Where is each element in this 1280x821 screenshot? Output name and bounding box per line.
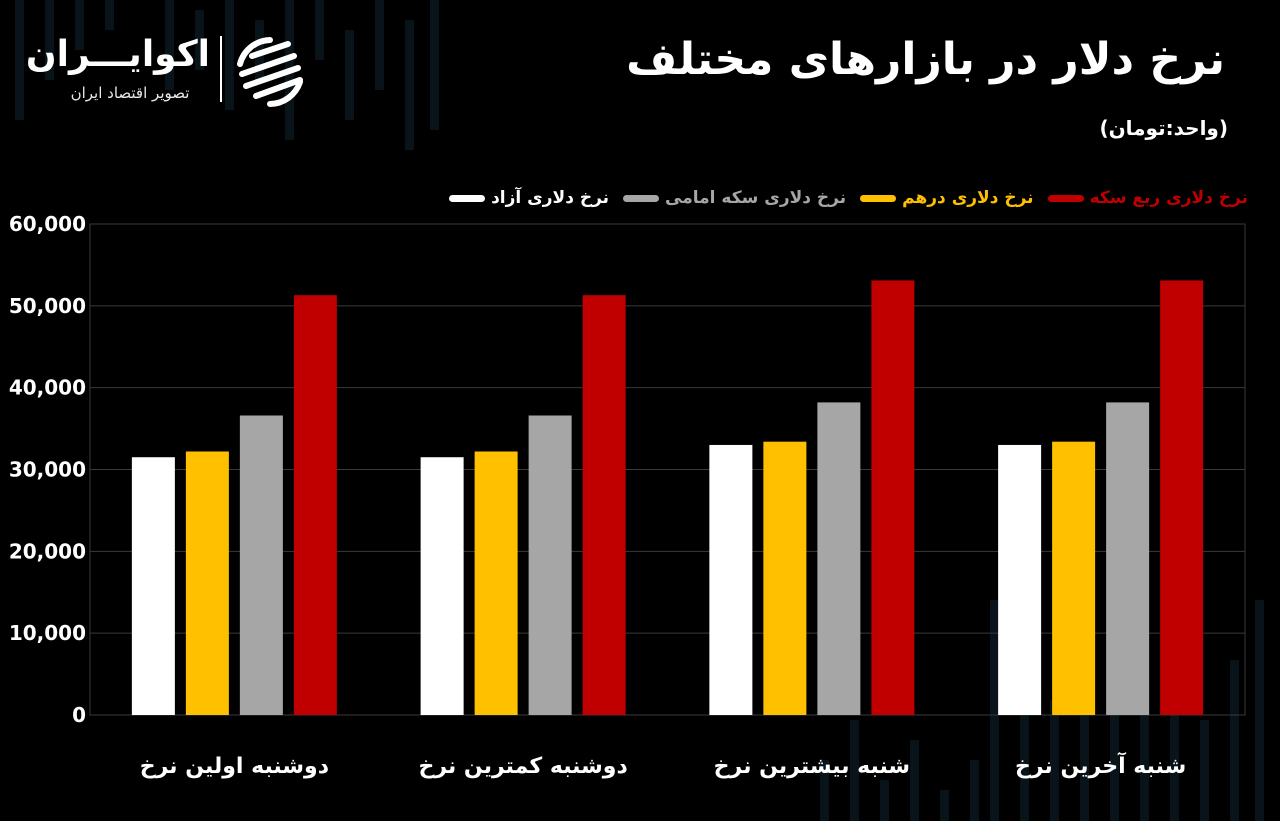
background-stroke <box>405 20 414 150</box>
background-stroke <box>195 10 204 70</box>
background-stroke <box>850 720 859 821</box>
bar <box>998 444 1042 715</box>
ecoiran-logo-icon <box>237 37 303 107</box>
chart-title: نرخ دلار در بازارهای مختلف <box>626 34 1225 85</box>
bar <box>239 415 283 715</box>
legend-label-rob-seke: نرخ دلاری ربع سکه <box>1089 188 1248 208</box>
bar <box>817 402 861 715</box>
y-tick-label: 0 <box>72 703 86 727</box>
bar <box>763 441 807 715</box>
bar <box>1160 280 1204 715</box>
legend-swatch-derham <box>860 194 897 202</box>
y-tick-label: 30,000 <box>9 458 86 482</box>
background-stroke <box>225 0 234 110</box>
x-category-label: شنبه آخرین نرخ <box>1015 751 1186 779</box>
bar <box>582 295 626 715</box>
legend-swatch-seke-emami <box>623 194 660 202</box>
background-stroke <box>1230 660 1239 821</box>
legend-swatch-azad <box>449 194 486 202</box>
background-stroke <box>1020 640 1029 821</box>
logo-subtitle: تصویر اقتصاد ایران <box>70 84 190 102</box>
legend-item-derham: نرخ دلاری درهم <box>860 188 1034 208</box>
x-category-label: دوشنبه کمترین نرخ <box>418 754 627 779</box>
background-stroke <box>105 0 114 30</box>
background-stroke <box>45 0 54 80</box>
legend-label-seke-emami: نرخ دلاری سکه امامی <box>665 188 847 208</box>
background-stroke <box>990 600 999 821</box>
bar <box>709 444 753 715</box>
background-stroke <box>315 0 324 60</box>
background-stroke <box>970 760 979 821</box>
logo-name: اکوایـــران <box>25 34 210 75</box>
background-stroke <box>940 790 949 821</box>
logo: اکوایـــران تصویر اقتصاد ایران <box>25 32 320 112</box>
background-stroke <box>375 0 384 90</box>
background-stroke <box>165 0 174 90</box>
bar <box>1052 441 1096 715</box>
legend-item-seke-emami: نرخ دلاری سکه امامی <box>623 188 846 208</box>
legend: نرخ دلاری ربع سکه نرخ دلاری درهم نرخ دلا… <box>449 188 1248 208</box>
bar <box>185 451 229 715</box>
background-stroke <box>75 0 84 50</box>
bar <box>474 451 518 715</box>
y-tick-label: 50,000 <box>9 294 86 318</box>
background-stroke <box>345 30 354 120</box>
legend-item-azad: نرخ دلاری آزاد <box>449 188 609 208</box>
y-tick-label: 60,000 <box>9 212 86 236</box>
legend-swatch-rob-seke <box>1047 194 1084 202</box>
bar <box>420 457 464 715</box>
background-stroke <box>1110 620 1119 821</box>
y-tick-label: 10,000 <box>9 621 86 645</box>
legend-label-derham: نرخ دلاری درهم <box>902 188 1034 208</box>
background-stroke <box>430 0 439 130</box>
background-stroke <box>255 20 264 80</box>
background-stroke <box>880 780 889 821</box>
legend-item-rob-seke: نرخ دلاری ربع سکه <box>1047 188 1248 208</box>
background-stroke <box>1080 660 1089 821</box>
bar <box>528 415 572 715</box>
background-stroke <box>1255 600 1264 821</box>
chart-unit: (واحد:تومان) <box>1099 116 1228 140</box>
background-stroke <box>910 740 919 821</box>
bar <box>293 295 337 715</box>
background-stroke <box>15 0 24 120</box>
x-category-label: شنبه بیشترین نرخ <box>714 754 910 779</box>
bar <box>1106 402 1150 715</box>
background-stroke <box>1050 700 1059 821</box>
bar <box>131 457 175 715</box>
background-stroke <box>820 760 829 821</box>
legend-label-azad: نرخ دلاری آزاد <box>491 188 610 208</box>
y-tick-label: 20,000 <box>9 539 86 563</box>
x-category-label: دوشنبه اولین نرخ <box>140 754 329 779</box>
background-stroke <box>1200 720 1209 821</box>
logo-divider <box>220 36 222 102</box>
y-tick-label: 40,000 <box>9 376 86 400</box>
background-stroke <box>1140 680 1149 821</box>
bar <box>871 280 915 715</box>
